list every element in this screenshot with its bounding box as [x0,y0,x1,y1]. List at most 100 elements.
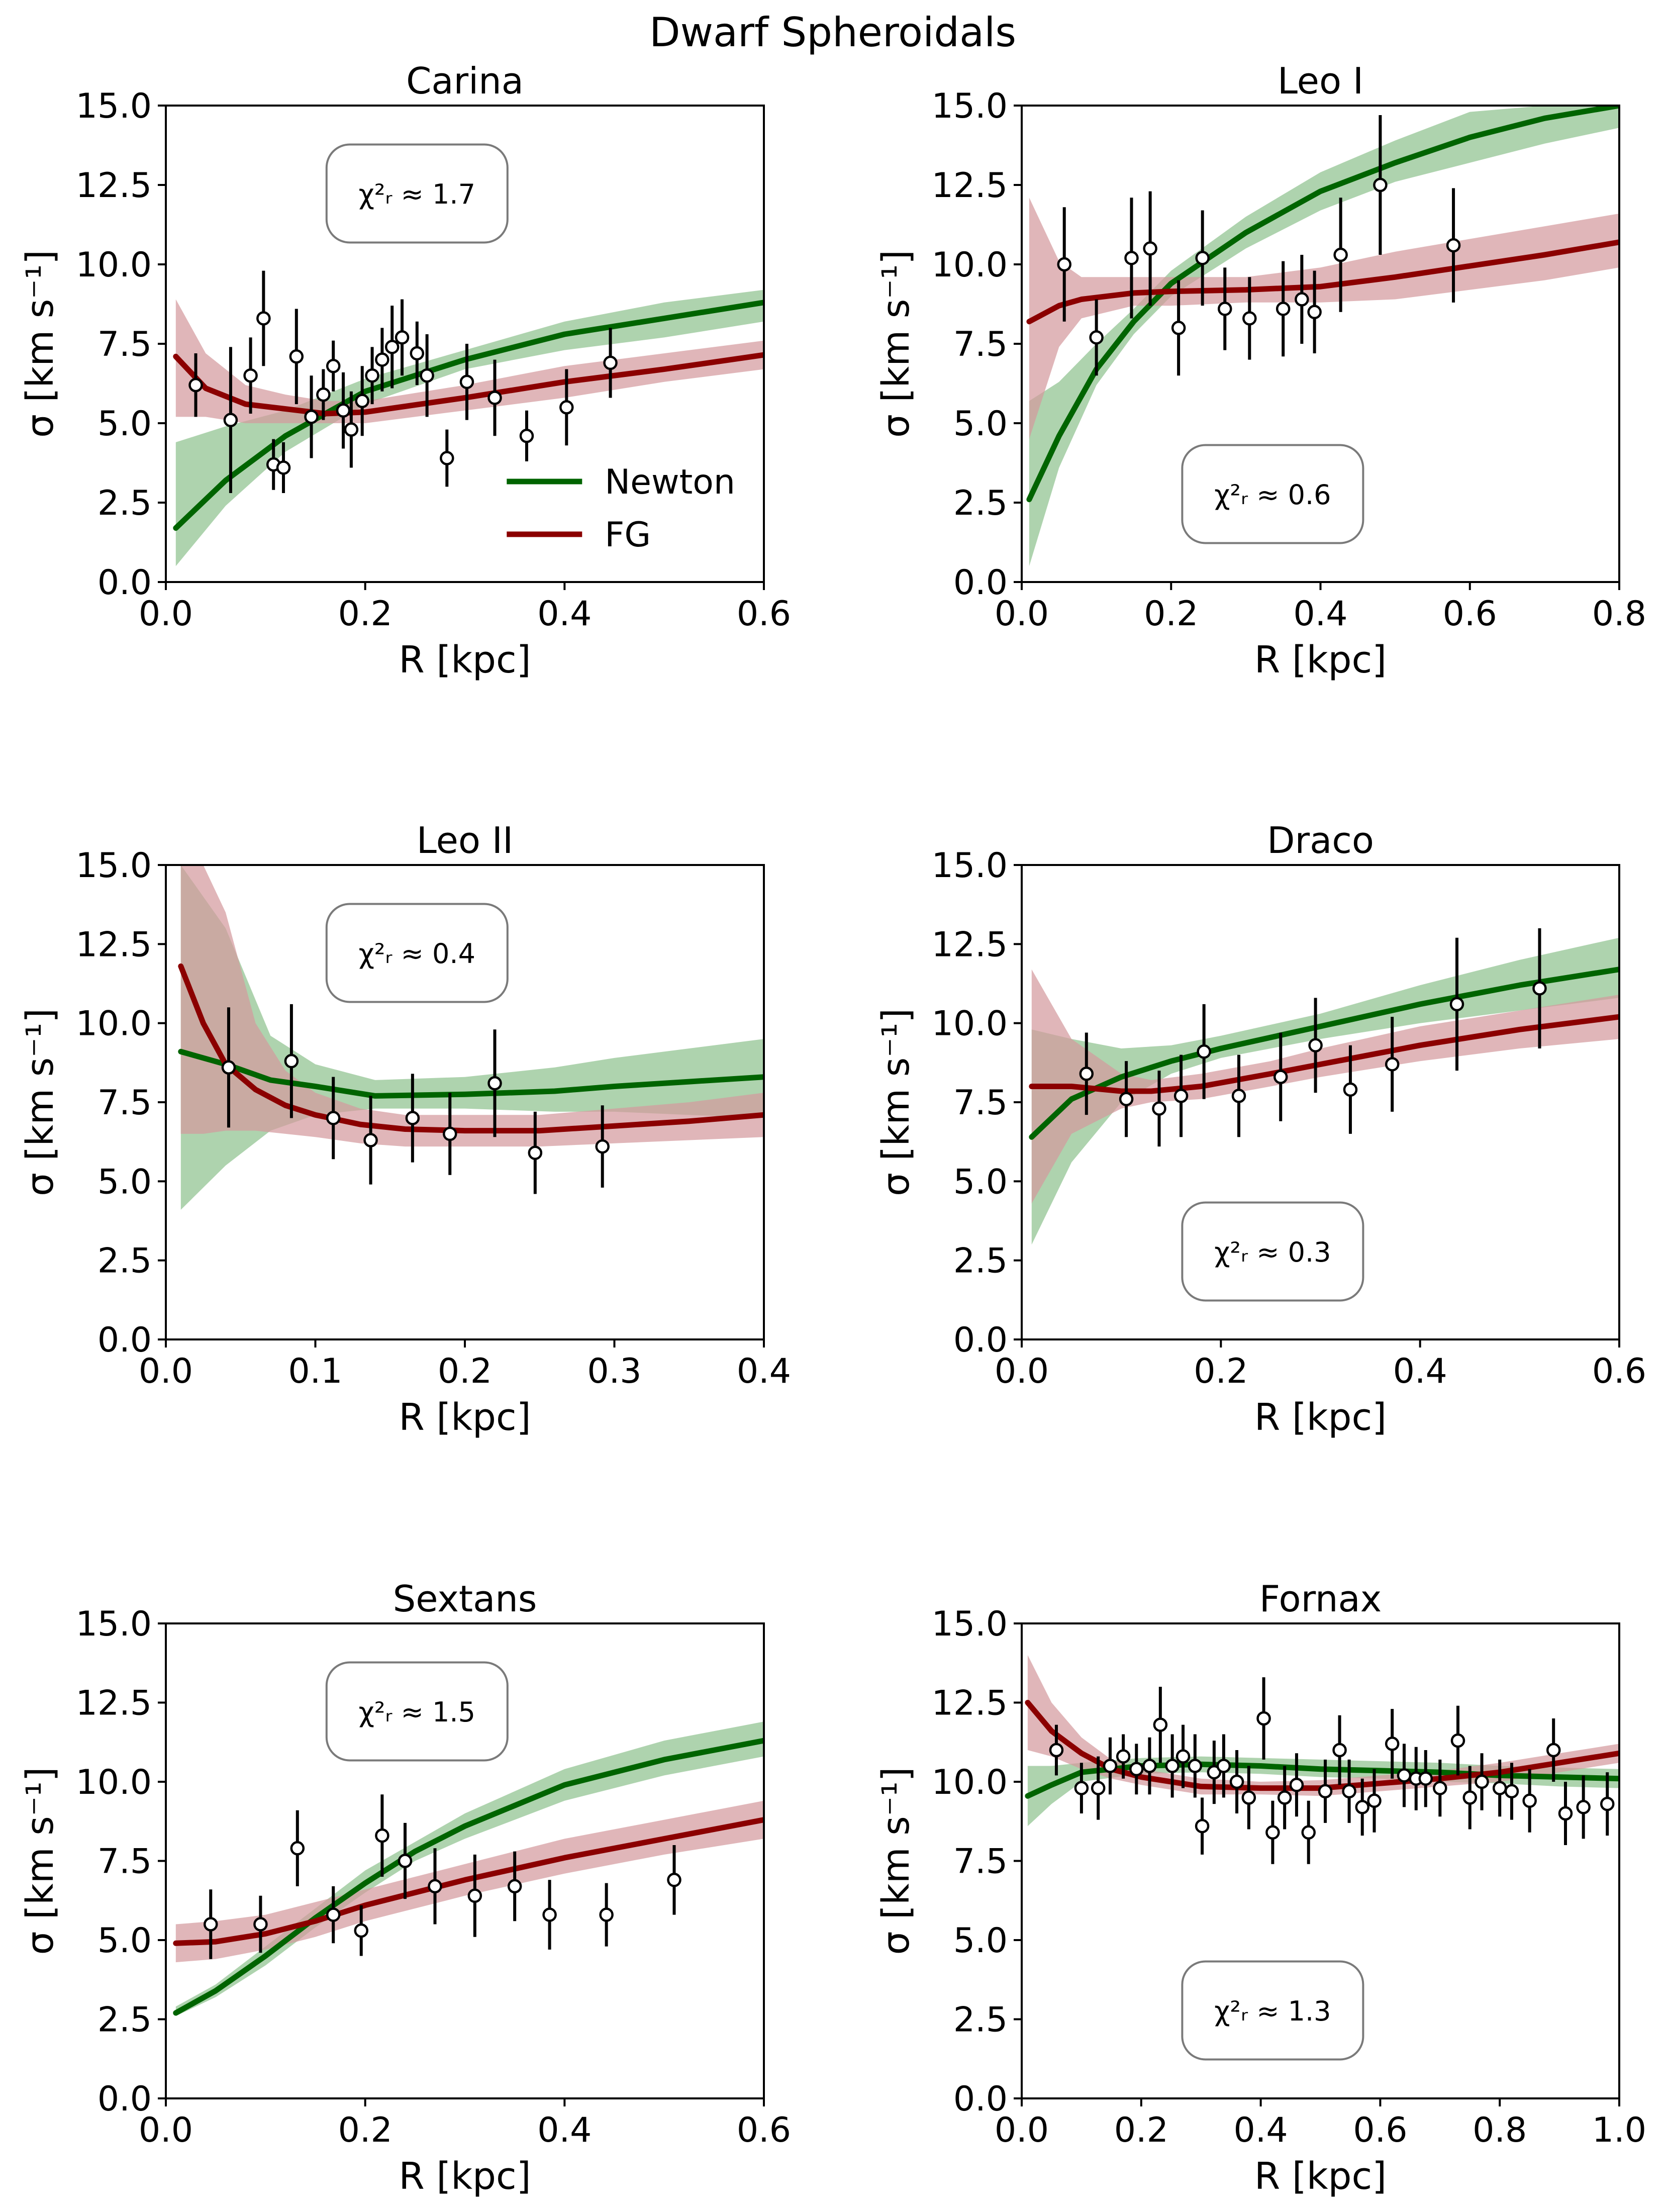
data-point [1276,302,1291,316]
y-tick-label: 5.0 [97,1162,152,1202]
y-tick-label: 0.0 [953,563,1008,603]
data-point [1397,1768,1412,1783]
y-tick-label: 5.0 [953,404,1008,444]
data-point [420,368,434,383]
data-point [559,400,574,415]
newton-uncertainty-band [1031,937,1619,1245]
data-point [1385,1057,1400,1072]
x-tick-label: 0.6 [737,2110,791,2150]
x-tick-label: 0.0 [995,2110,1049,2150]
chi-square-box [1181,444,1364,544]
y-tick-label: 0.0 [97,1320,152,1360]
data-point [1079,1067,1094,1081]
data-point [375,352,389,367]
y-tick-label: 2.5 [953,484,1008,523]
data-point [1342,1784,1356,1799]
x-tick-label: 0.4 [537,594,592,634]
data-point [1152,1101,1166,1116]
data-point [428,1879,442,1894]
data-point [1195,251,1210,265]
chi-square-label: χ²ᵣ ≈ 0.4 [359,938,475,970]
y-tick-label: 10.0 [932,1763,1008,1802]
data-point [1216,1759,1231,1773]
data-point [336,403,351,418]
chi-square-box [1181,1201,1364,1302]
data-point [253,1917,268,1932]
chart-panel-fornax: 0.0 2.5 5.0 7.5 10.0 12.5 15.0 0.0 0.2 0.4 0.6 0.8 1… [874,1578,1646,2198]
panel-title: Leo I [1278,60,1363,102]
x-tick-label: 0.8 [1473,2110,1527,2150]
x-tick-label: 0.4 [1293,594,1347,634]
plot-area [1026,106,1619,566]
y-tick-label: 15.0 [932,846,1008,886]
data-point [375,1828,389,1843]
y-tick-label: 0.0 [953,1320,1008,1360]
data-point [1546,1743,1561,1758]
data-point [507,1879,522,1894]
newton-curve [178,1048,764,1099]
data-point [1273,1070,1288,1084]
newton-curve [173,300,764,531]
data-point [304,410,319,424]
y-axis-label: σ [km s⁻¹] [19,250,62,438]
x-axis-label: R [kpc] [399,638,531,682]
data-point [1241,1790,1256,1805]
data-point [1116,1749,1131,1764]
data-point [1504,1784,1519,1799]
x-tick-label: 0.2 [1194,1352,1248,1391]
data-point [1318,1784,1333,1799]
y-tick-label: 15.0 [76,846,152,886]
data-point [1119,1092,1134,1106]
x-axis-label: R [kpc] [1254,2155,1387,2198]
data-point [365,368,379,383]
data-point [487,1076,502,1091]
chart-panel-sextans: 0.0 2.5 5.0 7.5 10.0 12.5 15.0 0.0 0.2 0.4 0.6 Sext… [19,1578,791,2198]
data-point [1289,1778,1304,1792]
data-point [1295,292,1309,307]
chi-square-box [325,143,509,244]
data-point [354,1923,368,1938]
x-tick-label: 0.6 [1353,2110,1407,2150]
y-tick-label: 0.0 [97,563,152,603]
data-point [1373,177,1388,193]
data-point [542,1907,557,1922]
newton-uncertainty-band [1029,106,1619,566]
data-point [459,374,474,390]
data-point [1207,1765,1222,1780]
fg-curve [1026,239,1619,325]
chart-panel-leo-i: 0.0 2.5 5.0 7.5 10.0 12.5 15.0 0.0 0.2 0.4 0.6 0.8 L… [874,60,1646,682]
plot-area [1029,928,1619,1245]
data-point [603,355,618,370]
data-point [1242,311,1257,326]
chi-square-label: χ²ᵣ ≈ 0.6 [1214,479,1331,511]
y-tick-label: 7.5 [97,1842,152,1882]
data-point [1218,302,1232,316]
data-point [1124,251,1139,265]
y-tick-label: 10.0 [76,1004,152,1044]
data-point [1171,321,1186,335]
y-axis-label: σ [km s⁻¹] [19,1008,62,1196]
panel-title: Leo II [417,819,514,861]
data-point [1355,1800,1369,1814]
y-tick-label: 10.0 [932,1004,1008,1044]
data-point [1153,1717,1168,1732]
fg-uncertainty-band [1031,969,1619,1204]
legend-fg-label: FG [605,515,651,555]
data-point [1333,247,1348,262]
x-tick-label: 0.6 [1592,1352,1646,1391]
y-tick-label: 2.5 [97,2000,152,2040]
y-tick-label: 12.5 [76,925,152,965]
y-tick-label: 2.5 [953,2000,1008,2040]
data-point [1173,1089,1189,1103]
y-tick-label: 2.5 [97,1241,152,1281]
data-point [326,1907,341,1922]
data-point [398,1854,413,1868]
y-tick-label: 5.0 [97,1921,152,1961]
panel-title: Fornax [1259,1578,1382,1620]
x-tick-label: 0.2 [1144,594,1198,634]
data-point [326,358,341,373]
chi-square-box [1181,1960,1364,2061]
data-point [1343,1082,1358,1097]
data-point [1197,1044,1211,1059]
data-point [528,1145,543,1160]
